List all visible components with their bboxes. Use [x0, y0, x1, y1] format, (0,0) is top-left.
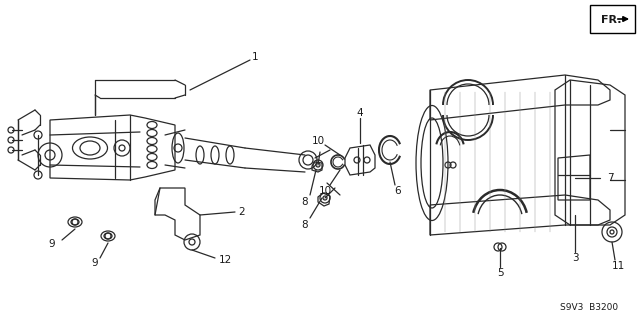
Text: 9: 9 [92, 258, 99, 268]
Text: 11: 11 [611, 261, 625, 271]
Text: 1: 1 [252, 52, 259, 62]
Text: 12: 12 [218, 255, 232, 265]
Text: 6: 6 [395, 186, 401, 196]
Text: S9V3  B3200: S9V3 B3200 [560, 303, 618, 313]
Text: 3: 3 [572, 253, 579, 263]
Text: 5: 5 [497, 268, 503, 278]
Text: FR.: FR. [601, 15, 621, 25]
Text: 2: 2 [239, 207, 245, 217]
Text: 8: 8 [301, 197, 308, 207]
Text: 10: 10 [312, 136, 324, 146]
Text: 9: 9 [49, 239, 55, 249]
Text: 10: 10 [319, 186, 332, 196]
Text: 8: 8 [301, 220, 308, 230]
Text: 7: 7 [607, 173, 613, 183]
Bar [590, 5, 635, 33]
Text: 4: 4 [356, 108, 364, 118]
